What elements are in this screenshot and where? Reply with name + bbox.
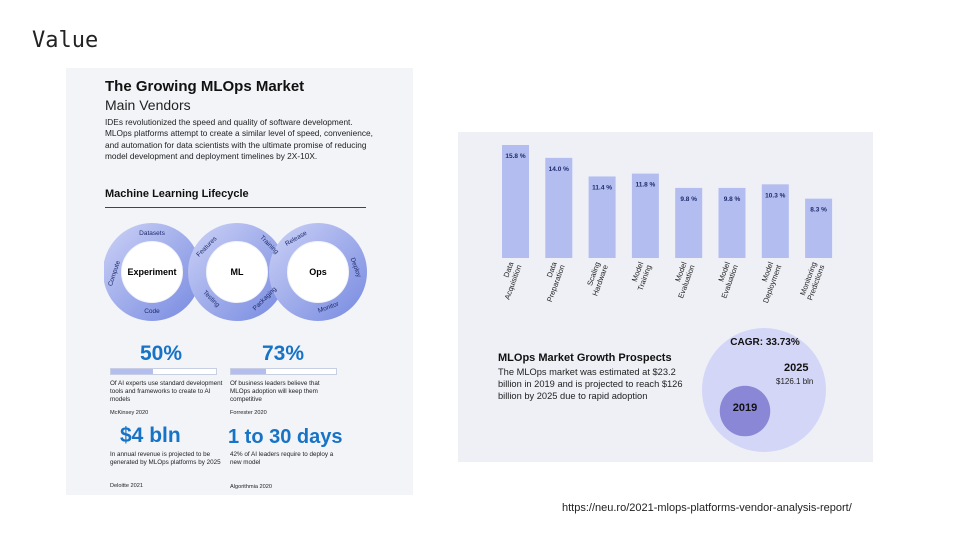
lifecycle-heading: Machine Learning Lifecycle (105, 188, 249, 200)
ml-center (207, 242, 267, 302)
category-label-6: ModelDeployment (753, 260, 783, 304)
bar-chart: 15.8 % DataAcquisition 14.0 % DataPreparati… (495, 145, 833, 452)
category-label-7: MonitoringPredictions (797, 260, 826, 301)
stat1-progress-bar (110, 368, 217, 375)
value-2025-label: $126.1 bln (776, 377, 813, 386)
data-label-0: 15.8 % (505, 153, 525, 160)
stat1-source: McKinsey 2020 (110, 410, 149, 416)
data-label-7: 8.3 % (810, 207, 827, 214)
ops-ring (269, 223, 367, 321)
growth-title: MLOps Market Growth Prospects (498, 352, 672, 364)
bar-4 (675, 187, 703, 258)
bar-0 (502, 145, 529, 258)
ops-label: Ops (309, 267, 327, 277)
category-label-0: DataAcquisition (495, 260, 524, 301)
ml-label: ML (231, 267, 244, 277)
stat2-text: Of business leaders believe that MLOps a… (230, 380, 320, 403)
stat3-source: Deloitte 2021 (110, 483, 143, 489)
stat4-source: Algorithmia 2020 (230, 484, 272, 490)
data-label-5: 9.8 % (724, 196, 741, 203)
data-label-3: 11.8 % (635, 182, 655, 189)
category-label-1: DataPreparation (537, 260, 567, 303)
cagr-label: CAGR: 33.73% (730, 337, 800, 348)
stat1-text: Of AI experts use standard development t… (110, 380, 223, 403)
stat2-progress-bar (230, 368, 337, 375)
data-label-1: 14.0 % (549, 166, 569, 173)
bar-5 (718, 187, 746, 258)
stat1-progress-fill (111, 369, 153, 374)
category-label-3: ModelTraining (628, 260, 654, 291)
divider (105, 207, 366, 208)
source-link[interactable]: https://neu.ro/2021-mlops-platforms-vend… (562, 502, 852, 514)
stat2-source: Forrester 2020 (230, 410, 267, 416)
data-label-4: 9.8 % (680, 196, 697, 203)
slide-title: Value (32, 28, 99, 53)
mlops-chart-panel: 15.8 % DataAcquisition 14.0 % DataPreparati… (458, 132, 873, 462)
category-label-5: ModelEvaluation (711, 260, 740, 299)
stat3-text: In annual revenue is projected to be gen… (110, 451, 221, 466)
stat-50-percent: 50% (140, 342, 183, 365)
ops-center (288, 242, 348, 302)
ml-lifecycle-diagram: Experiment ML Ops Datasets Compute Code … (104, 223, 367, 321)
stat-1-to-30-days: 1 to 30 days (228, 426, 343, 448)
bar-2 (588, 176, 616, 258)
bar-6 (761, 184, 789, 258)
stat4-text: 42% of AI leaders require to deploy a ne… (230, 451, 334, 466)
growth-description: The MLOps market was estimated at $23.2 … (498, 367, 683, 401)
bar-7 (805, 198, 833, 258)
data-label-2: 11.4 % (592, 184, 612, 191)
bar-1 (545, 157, 573, 258)
stat-4-bln: $4 bln (120, 424, 181, 447)
year-2025-label: 2025 (784, 362, 808, 374)
experiment-label: Experiment (127, 267, 176, 277)
code-label: Code (144, 308, 160, 315)
infographic-description: IDEs revolutionized the speed and qualit… (105, 117, 373, 161)
bubble-2019 (719, 385, 771, 437)
category-label-2: ScalingHardware (582, 261, 610, 298)
year-2019-label: 2019 (733, 402, 757, 414)
mlops-infographic: The Growing MLOps Market Main Vendors ID… (66, 68, 413, 495)
infographic-subtitle: Main Vendors (105, 97, 191, 113)
infographic-title: The Growing MLOps Market (105, 78, 305, 95)
category-label-4: ModelEvaluation (668, 260, 697, 299)
stat-73-percent: 73% (262, 342, 305, 365)
data-label-6: 10.3 % (765, 192, 785, 199)
experiment-center (122, 242, 182, 302)
datasets-label: Datasets (139, 230, 165, 237)
bar-3 (631, 173, 659, 258)
stat2-progress-fill (231, 369, 266, 374)
